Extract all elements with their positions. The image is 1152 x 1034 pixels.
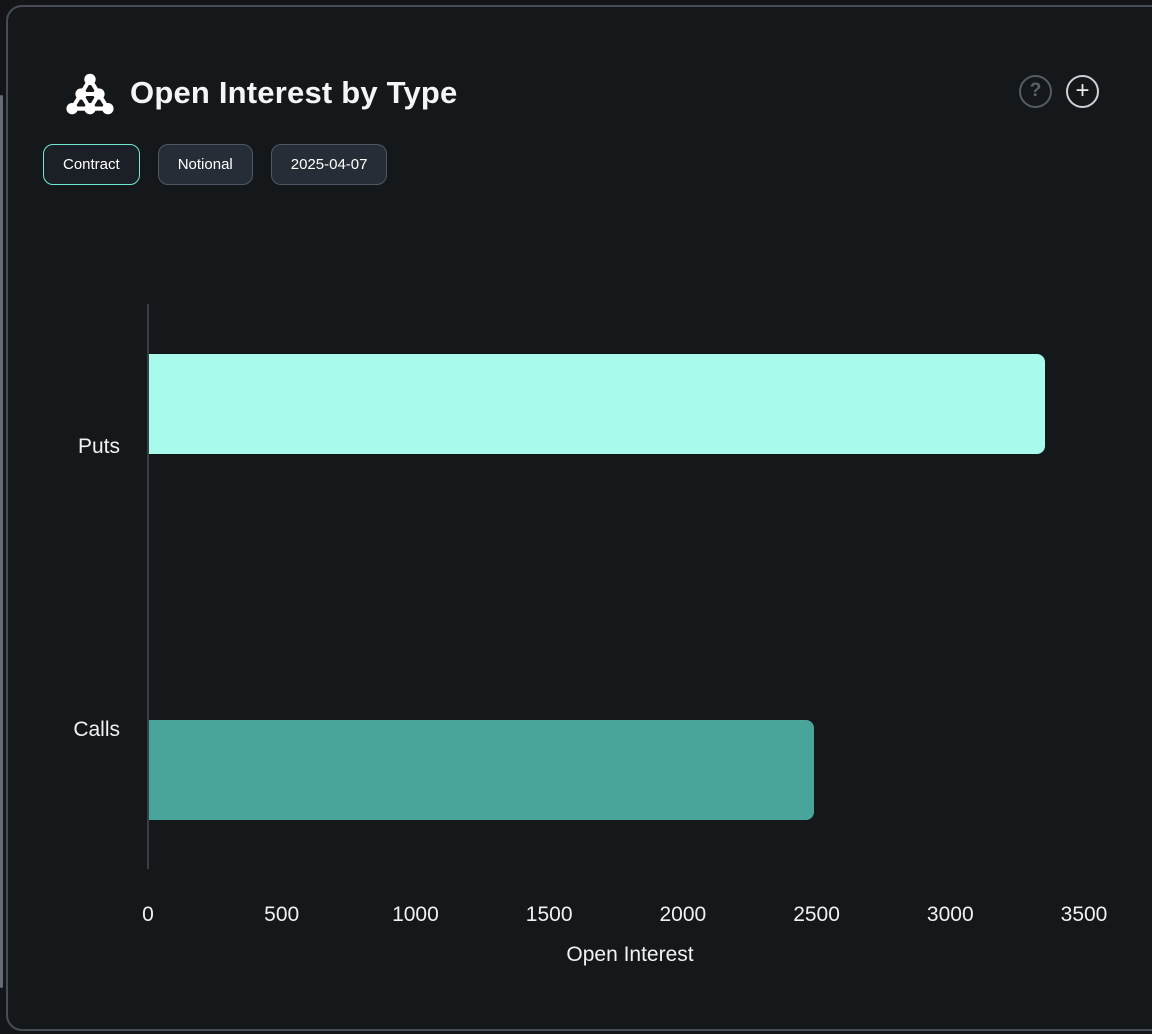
- plus-icon: +: [1075, 76, 1090, 104]
- open-interest-card: Open Interest by Type ? + Contract Notio…: [6, 5, 1152, 1031]
- x-tick-2000: 2000: [659, 903, 707, 926]
- x-tick-0: 0: [142, 903, 154, 926]
- scrollbar-thumb[interactable]: [0, 95, 3, 988]
- chip-date[interactable]: 2025-04-07: [270, 144, 388, 185]
- app-logo-icon: [66, 73, 114, 115]
- question-mark-icon: ?: [1029, 80, 1042, 101]
- x-tick-1000: 1000: [392, 903, 439, 926]
- add-button[interactable]: +: [1066, 75, 1099, 108]
- bar-puts[interactable]: [149, 354, 1045, 454]
- bar-calls[interactable]: [149, 720, 814, 820]
- chip-label: 2025-04-07: [290, 156, 368, 173]
- x-tick-3500: 3500: [1060, 903, 1108, 926]
- x-tick-1500: 1500: [525, 903, 573, 926]
- x-axis-title: Open Interest: [566, 943, 694, 966]
- chip-toolbar: Contract Notional 2025-04-07: [43, 144, 388, 185]
- x-tick-500: 500: [264, 903, 300, 926]
- help-button[interactable]: ?: [1019, 75, 1052, 108]
- y-axis-line: [147, 304, 149, 869]
- chip-label: Notional: [177, 156, 233, 173]
- chip-contract[interactable]: Contract: [43, 144, 140, 185]
- x-tick-2500: 2500: [793, 903, 840, 926]
- page-title: Open Interest by Type: [130, 75, 458, 110]
- category-label-puts: Puts: [77, 435, 120, 458]
- chip-notional[interactable]: Notional: [157, 144, 253, 185]
- category-label-calls: Calls: [73, 718, 120, 741]
- chip-label: Contract: [63, 156, 120, 173]
- x-tick-3000: 3000: [926, 903, 974, 926]
